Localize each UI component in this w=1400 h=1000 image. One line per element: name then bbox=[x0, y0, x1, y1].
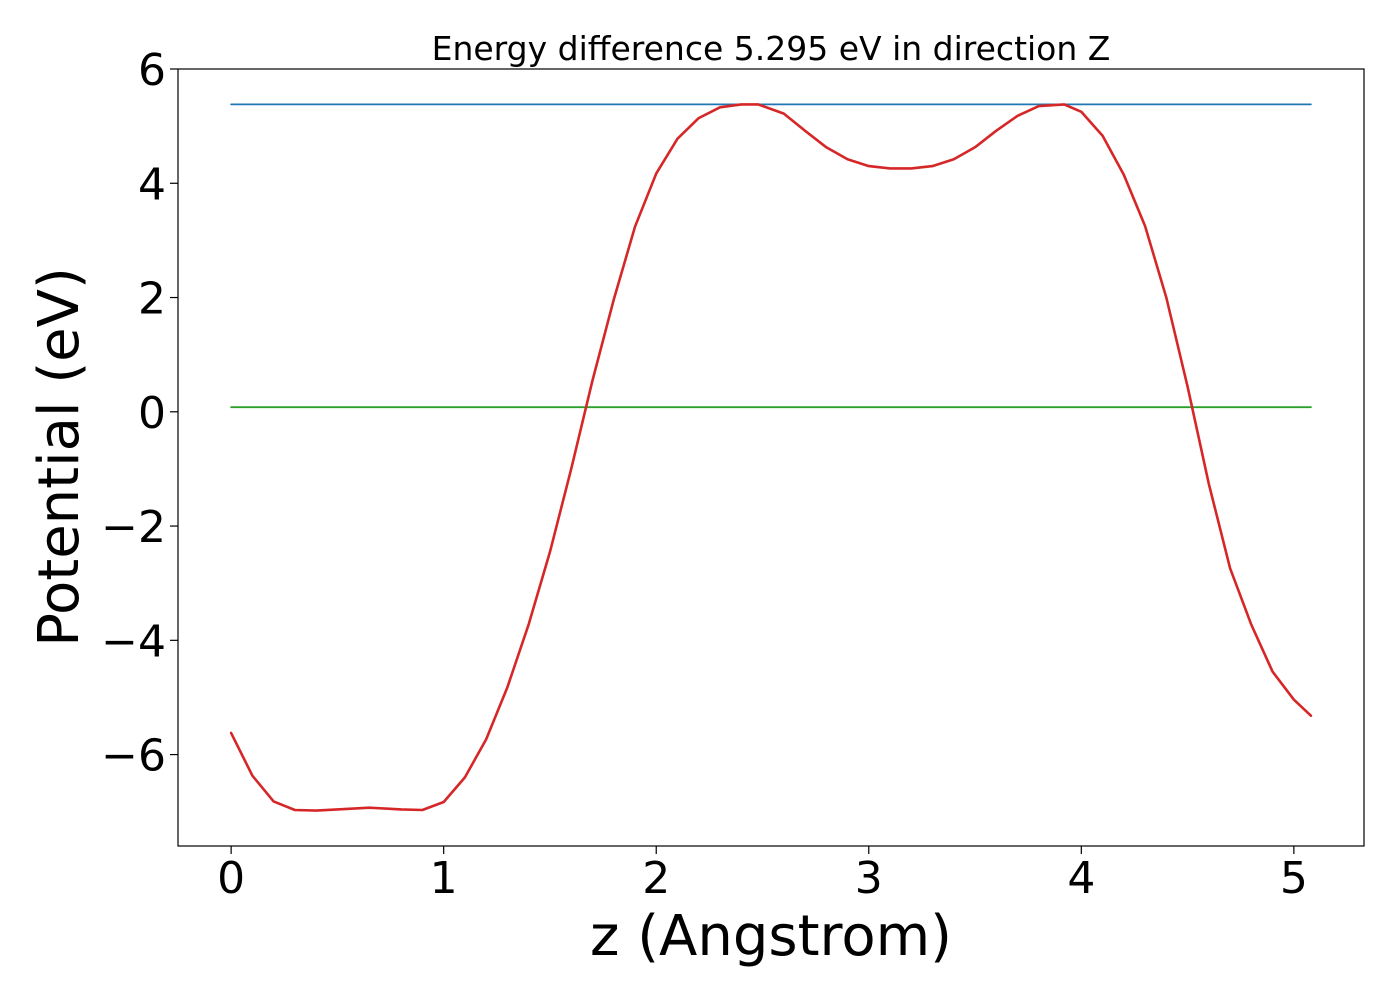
y-axis-label: Potential (eV) bbox=[27, 267, 92, 647]
y-axis: −6 −4 −2 0 2 4 6 bbox=[101, 45, 178, 782]
x-tick-label: 3 bbox=[855, 853, 883, 904]
y-tick-label: 2 bbox=[138, 274, 166, 325]
x-tick-label: 5 bbox=[1280, 853, 1308, 904]
y-tick-label: 6 bbox=[138, 45, 166, 96]
series-layer bbox=[229, 103, 1313, 812]
x-tick-label: 4 bbox=[1067, 853, 1095, 904]
chart-title: Energy difference 5.295 eV in direction … bbox=[432, 29, 1111, 68]
y-tick-label: 4 bbox=[138, 159, 166, 210]
plot-frame bbox=[177, 68, 1365, 847]
x-axis: 0 1 2 3 4 5 bbox=[217, 846, 1308, 904]
y-tick-label: −4 bbox=[101, 616, 166, 667]
x-axis-label: z (Angstrom) bbox=[590, 904, 952, 969]
y-tick-label: −2 bbox=[101, 502, 166, 553]
x-tick-label: 1 bbox=[430, 853, 458, 904]
series-line-2 bbox=[229, 103, 1313, 812]
y-tick-label: −6 bbox=[101, 731, 166, 782]
x-tick-label: 2 bbox=[642, 853, 670, 904]
x-tick-label: 0 bbox=[217, 853, 245, 904]
y-tick-label: 0 bbox=[138, 388, 166, 439]
